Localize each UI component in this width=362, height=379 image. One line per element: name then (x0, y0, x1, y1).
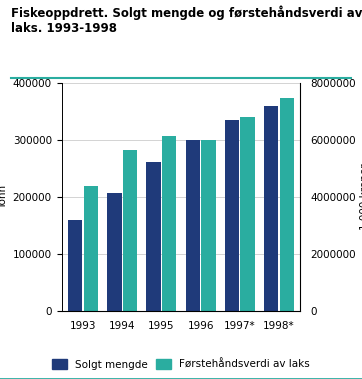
Text: Fiskeoppdrett. Solgt mengde og førstehåndsverdi av
laks. 1993-1998: Fiskeoppdrett. Solgt mengde og førstehån… (11, 6, 362, 35)
Bar (185, 140, 200, 311)
Bar (264, 106, 278, 311)
Bar (201, 140, 216, 311)
Legend: Solgt mengde, Førstehåndsverdi av laks: Solgt mengde, Førstehåndsverdi av laks (52, 359, 310, 370)
Bar (84, 186, 98, 311)
Bar (68, 220, 83, 311)
Y-axis label: 1 000 kroner: 1 000 kroner (360, 164, 362, 230)
Bar (146, 162, 161, 311)
Bar (107, 193, 122, 311)
Y-axis label: Tonn: Tonn (0, 185, 9, 209)
Bar (162, 136, 177, 311)
Bar (123, 150, 137, 311)
Bar (225, 121, 239, 311)
Bar (240, 117, 255, 311)
Bar (279, 97, 294, 311)
